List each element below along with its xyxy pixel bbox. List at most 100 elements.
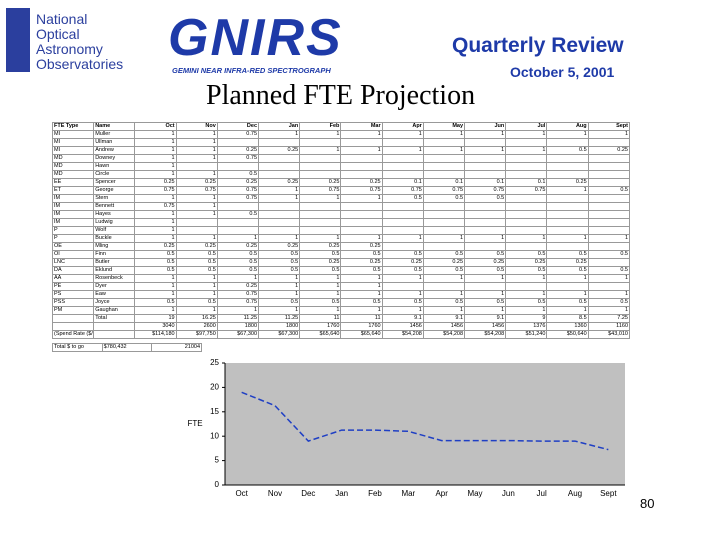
table-cell: $54,208: [464, 330, 507, 339]
chart: FTE 0 5 10 15 20 25 Oct Nov Dec Jan Feb Mar Apr May Ju…: [145, 355, 635, 505]
table-cell: 0.75: [299, 186, 342, 195]
table-cell: 0.5: [546, 250, 589, 259]
table-cell: [299, 170, 342, 179]
table-cell: 0.75: [134, 202, 177, 211]
table-cell: [258, 154, 301, 163]
table-row: P Buckle 1 1 1 1 1 1 1 1 1 1 1 1: [51, 234, 631, 243]
plot-area: [225, 363, 625, 485]
table-cell: 1: [175, 306, 218, 315]
table-cell: 1: [340, 282, 383, 291]
table-cell: 0.25: [216, 282, 260, 291]
table-cell: [340, 226, 383, 235]
table-cell: 1: [422, 234, 466, 243]
table-cell: [422, 282, 466, 291]
table-cell: 1: [258, 186, 301, 195]
table-cell: 0.25: [175, 178, 218, 187]
y-tick-label: 25: [210, 358, 219, 367]
table-cell: 1: [134, 146, 177, 155]
table-cell: 0.25: [134, 242, 177, 251]
table-cell: Name: [93, 122, 136, 131]
table-cell: 1: [546, 274, 589, 283]
table-cell: 1: [134, 154, 177, 163]
table-cell: 0.5: [464, 298, 507, 307]
table-cell: 0.5: [422, 194, 466, 203]
table-cell: 1: [299, 290, 342, 299]
table-cell: EE: [51, 178, 95, 187]
table-cell: 0.25: [258, 146, 301, 155]
table-cell: 0.5: [381, 194, 424, 203]
table-row: OI Finn 0.5 0.5 0.5 0.5 0.5 0.5 0.5 0.5 0.5 0.5 0.5 0…: [51, 250, 631, 259]
table-cell: [299, 202, 342, 211]
table-cell: 1: [134, 226, 177, 235]
table-cell: [258, 170, 301, 179]
table-cell: 0.75: [381, 186, 424, 195]
table-cell: [258, 226, 301, 235]
table-cell: [505, 202, 548, 211]
table-cell: Circle: [93, 170, 136, 179]
table-cell: 0.5: [175, 298, 218, 307]
table-cell: Eaw: [93, 290, 136, 299]
table-cell: 1: [134, 274, 177, 283]
table-cell: Wolf: [93, 226, 136, 235]
table-cell: 11: [299, 314, 342, 323]
table-cell: [216, 202, 260, 211]
table-row: MD Hawn 1: [51, 162, 631, 171]
table-cell: [381, 170, 424, 179]
table-row: DA Eklund 0.5 0.5 0.5 0.5 0.5 0.5 0.5 0.5 0.5 0.5 0.…: [51, 266, 631, 275]
table-cell: 9.1: [381, 314, 424, 323]
table-cell: 0.75: [216, 130, 260, 139]
table-cell: 0.75: [216, 290, 260, 299]
table-cell: 0.5: [258, 266, 301, 275]
table-cell: [505, 282, 548, 291]
table-cell: 1160: [587, 322, 631, 331]
table-cell: [422, 138, 466, 147]
table-cell: [464, 154, 507, 163]
table-cell: [464, 226, 507, 235]
table-cell: 0.25: [216, 146, 260, 155]
table-cell: 0.5: [258, 250, 301, 259]
table-cell: Hayes: [93, 210, 136, 219]
table-cell: 0.5: [381, 298, 424, 307]
table-cell: $65,640: [340, 330, 383, 339]
table-cell: [587, 242, 631, 251]
table-cell: 0.5: [464, 250, 507, 259]
org-name: National Optical Astronomy Observatories: [36, 12, 123, 72]
table-row: FTE Type Name Oct Nov Dec Jan Feb Mar Apr May Jun J…: [51, 122, 631, 131]
table-cell: $780,432: [101, 343, 153, 352]
table-cell: 1: [422, 130, 466, 139]
table-cell: [422, 154, 466, 163]
table-cell: 0.5: [422, 250, 466, 259]
table-cell: 0.75: [422, 186, 466, 195]
table-cell: MD: [51, 162, 95, 171]
table-cell: Dyer: [93, 282, 136, 291]
table-cell: Andrew: [93, 146, 136, 155]
table-cell: [93, 322, 136, 331]
table-cell: 1: [587, 234, 631, 243]
table-cell: 1: [175, 290, 218, 299]
table-cell: $54,208: [422, 330, 466, 339]
table-cell: 1: [175, 274, 218, 283]
table-cell: 1: [546, 186, 589, 195]
table-cell: 1: [422, 290, 466, 299]
table-cell: AA: [51, 274, 95, 283]
total-table: Total $ to go $780,432 21004: [52, 343, 202, 352]
table-cell: 1: [258, 274, 301, 283]
table-cell: 0.5: [299, 266, 342, 275]
table-cell: 1: [381, 130, 424, 139]
table-cell: [546, 210, 589, 219]
table-cell: 0.5: [258, 258, 301, 267]
table-cell: 1456: [422, 322, 466, 331]
table-cell: 0.5: [546, 266, 589, 275]
x-tick-label: Jun: [502, 489, 515, 498]
table-cell: Feb: [299, 122, 342, 131]
table-cell: 1: [340, 290, 383, 299]
y-tick-label: 10: [210, 431, 219, 440]
table-cell: [175, 162, 218, 171]
table-cell: George: [93, 186, 136, 195]
table-cell: 1: [134, 170, 177, 179]
table-cell: 0.5: [422, 298, 466, 307]
table-cell: [340, 202, 383, 211]
table-cell: [546, 154, 589, 163]
table-cell: Stern: [93, 194, 136, 203]
table-cell: 1: [340, 194, 383, 203]
